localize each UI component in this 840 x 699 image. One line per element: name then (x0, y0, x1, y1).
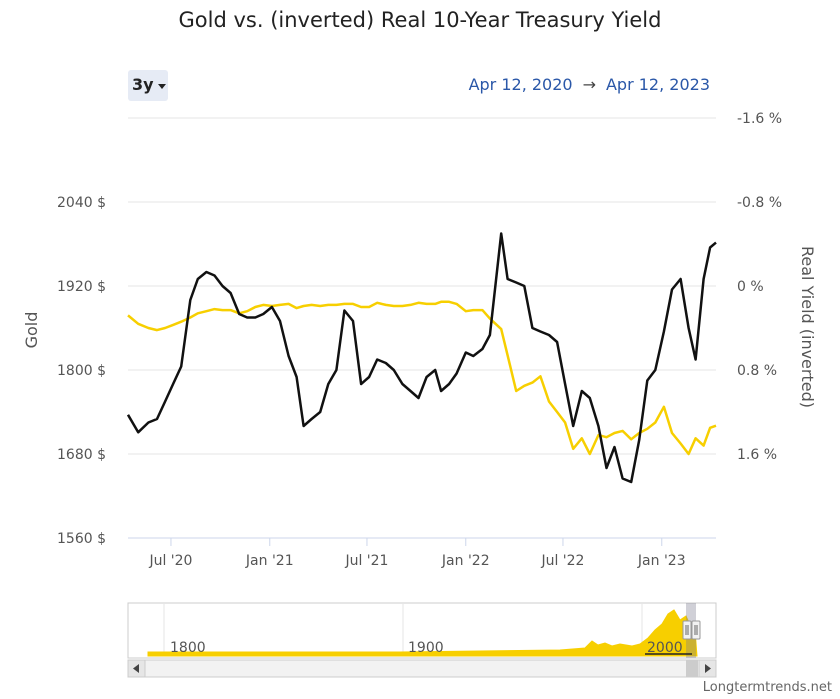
x-tick-label: Jan '23 (637, 553, 686, 569)
gold-series-line (126, 232, 717, 484)
grip-handle-icon[interactable] (682, 620, 692, 640)
y-left-tick-label: 1920 $ (57, 279, 106, 295)
range-selector-button[interactable]: 3y (128, 70, 168, 101)
y-left-tick-label: 1800 $ (57, 363, 106, 379)
date-from-input[interactable]: Apr 12, 2020 (468, 75, 573, 94)
navigator-tick: 1800 (170, 640, 206, 656)
range-selector-label: 3y (132, 75, 154, 94)
chart-title: Gold vs. (inverted) Real 10-Year Treasur… (178, 8, 662, 32)
x-tick-label: Jan '21 (245, 553, 294, 569)
grip-handle-icon[interactable] (691, 620, 701, 640)
series-group (126, 232, 717, 484)
y-right-tick-label: 0.8 % (737, 363, 777, 379)
grid-lines (128, 117, 716, 539)
navigator-tick: 1900 (408, 640, 444, 656)
navigator-scrollbar[interactable] (127, 659, 717, 678)
y-left-tick-label: 1680 $ (57, 447, 106, 463)
y-axis-left-title: Gold (22, 312, 41, 349)
y-right-tick-label: -1.6 % (737, 111, 782, 127)
y-axis-right: -1.6 % -0.8 % 0 % 0.8 % 1.6 % (737, 111, 782, 463)
arrow-left-icon (133, 664, 139, 673)
navigator-area (147, 609, 698, 657)
x-tick-label: Jul '21 (344, 553, 388, 569)
x-axis: Jul '20 Jan '21 Jul '21 Jan '22 Jul '22 Jan '… (148, 538, 686, 569)
y-left-tick-label: 2040 $ (57, 195, 106, 211)
credit-link[interactable]: Longtermtrends.net (702, 680, 832, 695)
navigator-tick: 2000 (647, 640, 683, 656)
x-tick-label: Jan '22 (441, 553, 490, 569)
y-axis-left: 1560 $ 1680 $ 1800 $ 1920 $ 2040 $ (57, 195, 106, 547)
date-range: Apr 12, 2020 → Apr 12, 2023 (469, 75, 710, 94)
arrow-right-icon: → (582, 75, 596, 94)
y-left-tick-label: 1560 $ (57, 531, 106, 547)
y-right-tick-label: 0 % (737, 279, 764, 295)
x-tick-label: Jul '20 (148, 553, 192, 569)
y-right-tick-label: -0.8 % (737, 195, 782, 211)
arrow-right-icon (705, 664, 711, 673)
navigator[interactable]: 1800 1900 2000 (127, 602, 717, 659)
scrollbar-track[interactable] (127, 659, 717, 678)
real-yield-series-line (127, 300, 717, 456)
scrollbar-thumb[interactable] (686, 660, 698, 677)
x-tick-label: Jul '22 (540, 553, 584, 569)
y-axis-right-title: Real Yield (inverted) (798, 246, 817, 408)
y-right-tick-label: 1.6 % (737, 447, 777, 463)
caret-down-icon (158, 84, 166, 89)
date-to-input[interactable]: Apr 12, 2023 (605, 75, 710, 94)
